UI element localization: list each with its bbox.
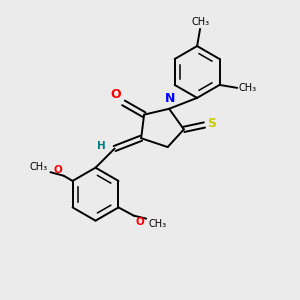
Text: CH₃: CH₃ [239, 83, 257, 93]
Text: N: N [164, 92, 175, 105]
Text: O: O [110, 88, 121, 101]
Text: CH₃: CH₃ [30, 162, 48, 172]
Text: CH₃: CH₃ [192, 17, 210, 27]
Text: CH₃: CH₃ [148, 219, 166, 229]
Text: O: O [53, 165, 62, 175]
Text: S: S [207, 117, 216, 130]
Text: H: H [97, 141, 106, 151]
Text: O: O [136, 217, 144, 227]
